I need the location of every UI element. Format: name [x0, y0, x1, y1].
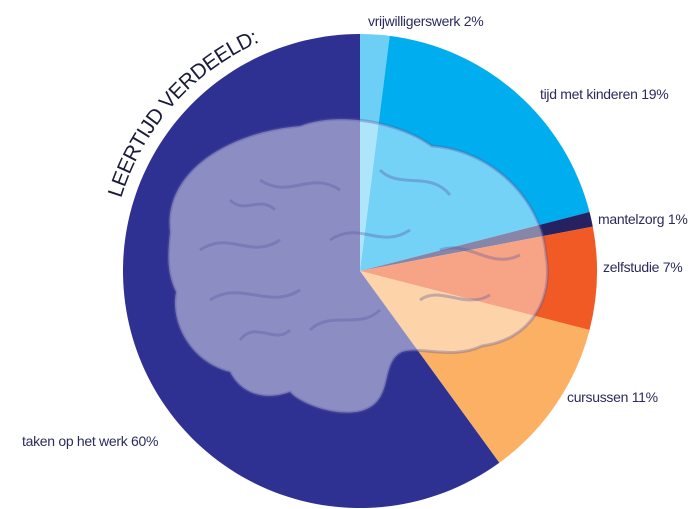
- slice-label-category: taken op het werk: [22, 433, 129, 449]
- slice-label: zelfstudie 7%: [603, 259, 682, 275]
- slice-label-category: tijd met kinderen: [540, 86, 638, 102]
- slice-label-category: vrijwilligerswerk: [368, 13, 461, 29]
- slice-label: vrijwilligerswerk 2%: [368, 13, 483, 29]
- slice-label-category: cursussen: [567, 389, 628, 405]
- slice-label-value: 60%: [131, 433, 158, 449]
- chart: LEERTIJD VERDEELD: vrijwilligerswerk 2%t…: [0, 0, 691, 509]
- slice-label: mantelzorg 1%: [598, 211, 688, 227]
- slice-label-value: 2%: [464, 13, 484, 29]
- slice-label-category: zelfstudie: [603, 259, 660, 275]
- slice-label: cursussen 11%: [567, 389, 658, 405]
- slice-label-value: 11%: [632, 389, 658, 405]
- slice-label-category: mantelzorg: [598, 211, 664, 227]
- slice-label-value: 1%: [668, 211, 688, 227]
- slice-label: taken op het werk 60%: [22, 433, 158, 449]
- slice-label-value: 7%: [663, 259, 683, 275]
- slice-label-value: 19%: [641, 86, 668, 102]
- slice-label: tijd met kinderen 19%: [540, 86, 668, 102]
